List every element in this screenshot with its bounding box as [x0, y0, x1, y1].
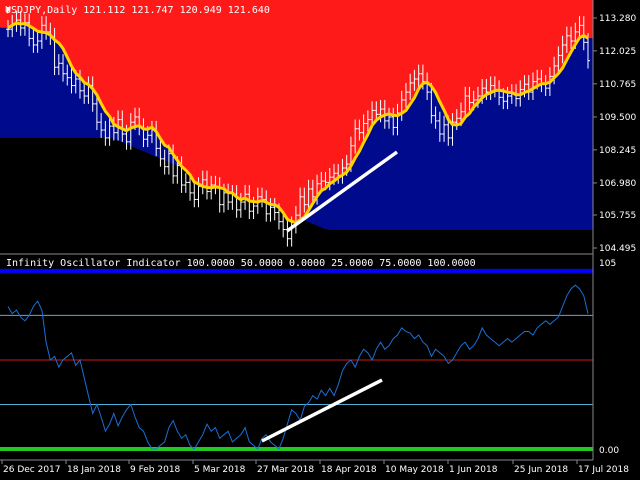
price-bar [56, 54, 61, 76]
price-bar [467, 86, 472, 111]
price-bar [111, 116, 116, 141]
time-tick-label: 18 Apr 2018 [321, 465, 377, 475]
price-bar [264, 190, 269, 222]
price-tick-label: 108.245 [599, 146, 636, 156]
price-tick-label: 113.280 [599, 14, 636, 24]
oscillator-axis[interactable]: 105 0.00 [599, 259, 619, 456]
price-bar [319, 171, 324, 192]
price-bar [433, 106, 438, 129]
price-panel[interactable]: USDJPY,Daily 121.112 121.747 120.949 121… [0, 0, 593, 253]
price-bar [69, 68, 74, 94]
price-bar [353, 119, 358, 154]
price-bar [35, 31, 40, 53]
price-bar [99, 113, 104, 138]
price-bar [429, 82, 434, 124]
price-tick-label: 105.755 [599, 211, 636, 221]
time-tick-label: 1 Jun 2018 [449, 465, 498, 475]
price-bar [281, 212, 286, 238]
oscillator-tick-label: 105 [599, 259, 616, 269]
price-bar [560, 35, 565, 64]
price-bar [586, 33, 590, 69]
price-bar [162, 149, 167, 175]
price-bar [581, 16, 586, 51]
price-bar [442, 115, 447, 142]
price-bar [192, 183, 197, 208]
price-bar [61, 54, 66, 82]
chart-arrow-icon [7, 7, 11, 14]
price-bar [564, 26, 569, 53]
lower-band-area [0, 23, 593, 230]
price-bar [450, 113, 455, 146]
oscillator-panel[interactable]: Infinity Oscillator Indicator 100.0000 5… [0, 258, 593, 451]
price-bar [31, 29, 36, 53]
upper-band-area [0, 0, 593, 223]
price-bar [412, 69, 417, 91]
price-bar [577, 16, 582, 40]
time-tick-label: 27 Mar 2018 [257, 465, 314, 475]
price-bar [238, 192, 243, 218]
trendline-oscillator[interactable] [261, 378, 383, 443]
price-tick-label: 106.980 [599, 179, 636, 189]
price-bars [6, 10, 590, 247]
time-tick-label: 25 Jun 2018 [514, 465, 568, 475]
price-bar [65, 64, 70, 86]
price-bar [183, 173, 188, 193]
price-bar [437, 111, 442, 142]
price-bar [158, 139, 163, 167]
price-bar [94, 94, 99, 131]
trendline-price[interactable] [285, 150, 399, 233]
price-bar [357, 119, 362, 141]
price-bar [128, 113, 133, 150]
time-tick-label: 5 Mar 2018 [194, 465, 246, 475]
price-bar [361, 114, 366, 141]
price-tick-label: 109.500 [599, 113, 636, 123]
time-axis[interactable]: 26 Dec 2017 18 Jan 2018 9 Feb 2018 5 Mar 20… [0, 459, 629, 475]
price-bar [370, 101, 375, 128]
price-bar [27, 13, 32, 47]
price-bar [416, 64, 421, 87]
price-bar [268, 198, 273, 222]
price-bar [298, 187, 303, 223]
time-tick-label: 26 Dec 2017 [3, 465, 61, 475]
oscillator-line [7, 284, 589, 450]
price-bar [387, 107, 392, 129]
price-axis[interactable]: 113.280 112.025 110.765 109.500 108.245 106.9… [592, 0, 636, 460]
oscillator-tick-label: 0.00 [599, 446, 619, 456]
time-tick-label: 10 May 2018 [385, 465, 444, 475]
price-bar [454, 109, 459, 131]
price-tick-label: 104.495 [599, 244, 636, 254]
price-bar [569, 26, 574, 49]
price-bar [120, 110, 125, 142]
indicator-title: Infinity Oscillator Indicator 100.0000 5… [6, 258, 476, 269]
price-bar [408, 73, 413, 100]
price-bar [82, 81, 87, 104]
price-bar [188, 173, 193, 201]
price-bar [556, 46, 561, 74]
price-bar [272, 198, 277, 221]
time-tick-label: 18 Jan 2018 [67, 465, 121, 475]
price-bar [365, 110, 370, 132]
price-bar [505, 86, 510, 110]
oscillator-levels [0, 268, 593, 451]
symbol-title: USDJPY,Daily 121.112 121.747 120.949 121… [5, 5, 270, 16]
price-bar [530, 72, 535, 100]
price-bar [6, 20, 10, 38]
time-tick-label: 9 Feb 2018 [130, 465, 181, 475]
price-bar [77, 69, 82, 99]
price-bar [463, 86, 468, 120]
price-tick-label: 110.765 [599, 80, 636, 90]
price-bar [302, 187, 307, 213]
price-bar [306, 179, 311, 213]
price-bar [391, 107, 396, 136]
price-bar [103, 120, 108, 146]
price-bar [107, 116, 112, 146]
price-bar [484, 79, 489, 100]
price-tick-label: 112.025 [599, 47, 636, 57]
time-tick-label: 17 Jul 2018 [578, 465, 629, 475]
price-bar [403, 82, 408, 108]
price-bar [204, 170, 209, 200]
